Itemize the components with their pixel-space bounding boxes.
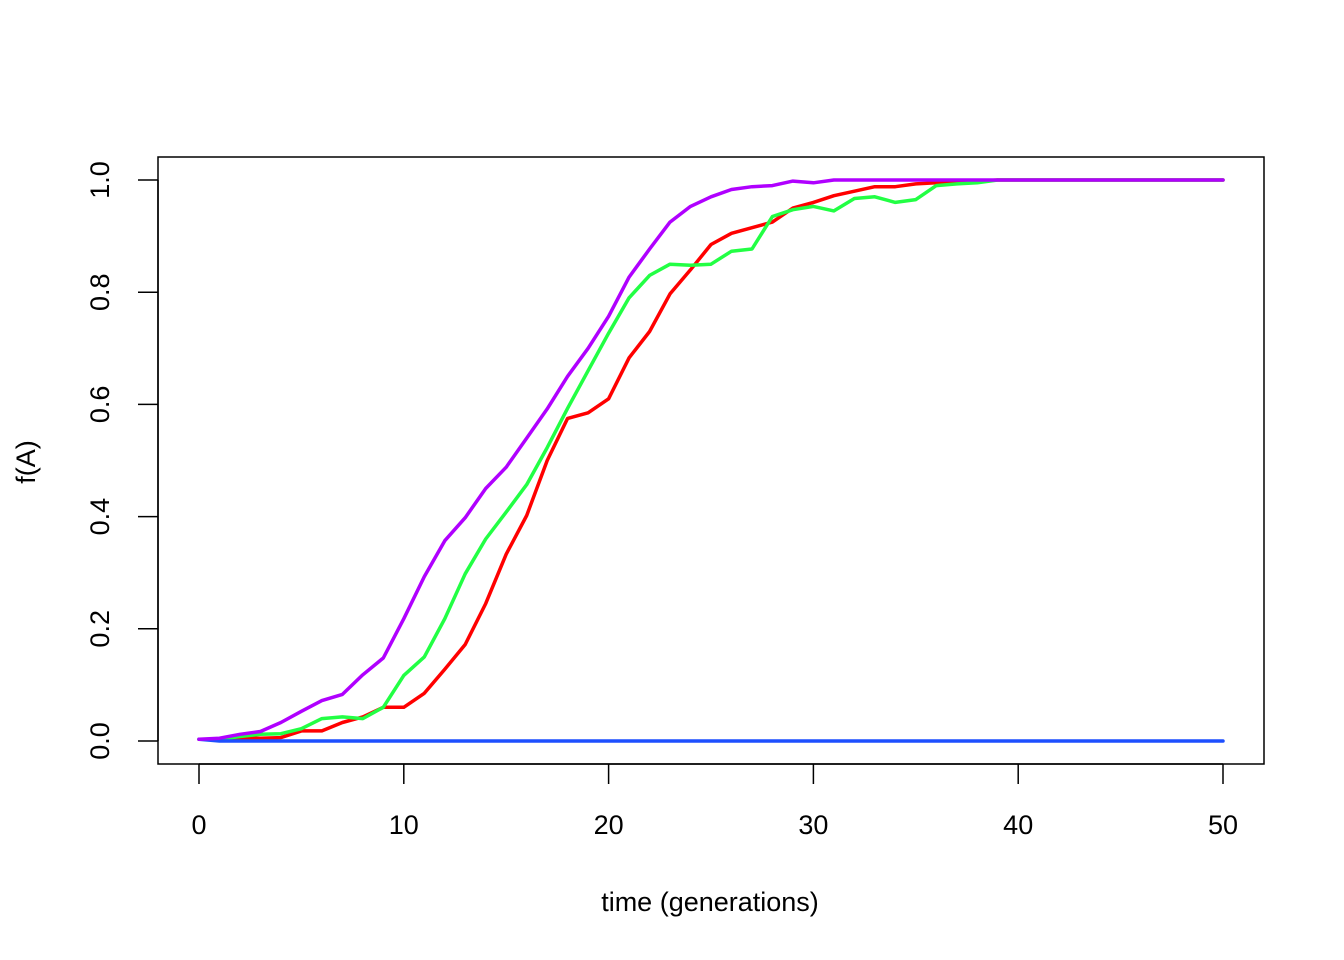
x-tick-label: 0	[191, 810, 206, 840]
series-line-3	[197, 737, 1225, 743]
y-axis-label: f(A)	[11, 440, 41, 484]
x-axis-label: time (generations)	[601, 887, 819, 917]
x-tick-label: 10	[389, 810, 419, 840]
x-tick-label: 20	[594, 810, 624, 840]
series-layer	[197, 178, 1225, 743]
series-line-2	[197, 178, 1225, 742]
plot-frame	[157, 156, 1265, 765]
y-tick-label: 0.0	[85, 722, 115, 760]
x-tick-label: 50	[1208, 810, 1238, 840]
x-axis: 0 10 20 30 40 50	[191, 763, 1238, 840]
series-line-4	[197, 178, 1225, 742]
y-axis: 0.0 0.2 0.4 0.6 0.8 1.0	[85, 161, 159, 760]
y-tick-label: 0.8	[85, 273, 115, 311]
y-tick-label: 0.4	[85, 498, 115, 536]
x-tick-label: 40	[1003, 810, 1033, 840]
y-tick-label: 1.0	[85, 161, 115, 199]
x-tick-label: 30	[798, 810, 828, 840]
y-tick-label: 0.6	[85, 386, 115, 424]
y-tick-label: 0.2	[85, 610, 115, 648]
